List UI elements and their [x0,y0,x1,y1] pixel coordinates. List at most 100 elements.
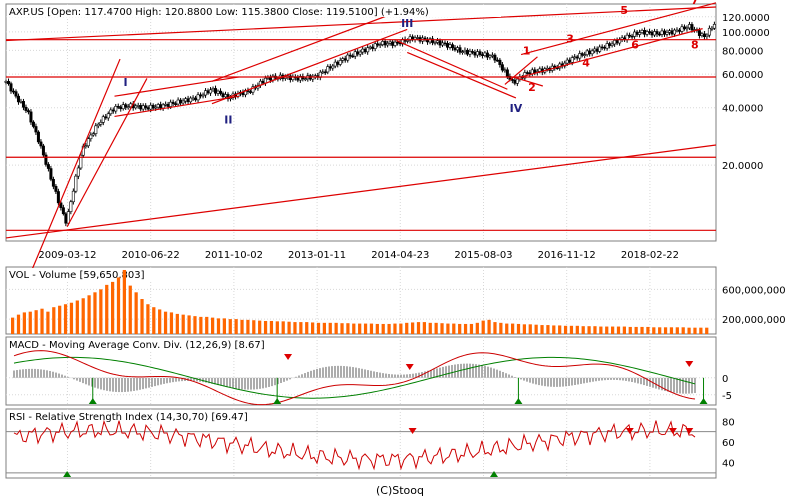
candle-body [31,121,35,127]
volume-bar [211,317,215,334]
candle-body [528,72,532,75]
panel-title-bg [7,338,306,350]
volume-bar [328,322,332,334]
volume-bar [646,326,650,334]
candle-body [331,65,335,69]
candle-body [321,71,325,74]
candle-body [653,31,657,36]
x-tick-label: 2010-06-22 [122,250,180,261]
candle-body [169,101,173,107]
footer-credit: (C)Stooq [375,484,424,497]
volume-bar [540,325,544,334]
macd-buy-marker [88,398,97,404]
wave-label-number: 7 [691,0,699,7]
candle-body [41,145,45,156]
candle-body [51,178,55,187]
candle-body [343,58,347,61]
candle-body [181,100,185,104]
candle-body [134,105,138,109]
candle-body [568,59,572,63]
trendline [504,56,538,85]
volume-bar [81,298,85,334]
volume-bar [546,325,550,334]
wave-label-number: 1 [523,45,531,58]
candle-body [44,154,48,165]
volume-bar [528,324,532,334]
candle-body [603,46,607,49]
candle-body [595,48,599,52]
panel-title: AXP.US [Open: 117.4700 High: 120.8800 Lo… [9,7,429,18]
candle-body [585,50,589,55]
trendline [27,58,121,281]
y-tick-label: 20.0000 [722,161,763,172]
candle-body [515,78,519,84]
candle-body [333,61,337,67]
candle-body [176,99,180,105]
candle-body [615,40,619,44]
candle-body [9,83,13,92]
volume-bar [669,327,674,334]
candle-body [36,131,40,143]
volume-bar [381,323,385,334]
volume-bar [52,307,56,334]
volume-bar [487,319,491,334]
candle-body [263,77,267,84]
candle-body [211,88,215,91]
candle-body [670,30,674,35]
candle-body [433,42,437,44]
wave-label-number: 6 [631,38,639,51]
candle-body [206,90,210,94]
volume-bar [387,323,391,334]
candle-body [605,43,609,49]
candle-body [406,40,410,42]
candle-body [630,35,634,38]
candle-body [643,30,647,35]
candle-body [463,49,467,52]
candle-body [438,40,442,46]
candle-body [538,68,542,72]
candle-body [39,141,43,147]
candle-body [59,202,63,208]
volume-bar [299,322,303,334]
candle-body [186,98,190,103]
candle-body [14,91,18,97]
candle-body [69,201,73,212]
candle-body [473,51,477,56]
candle-body [675,29,679,32]
candle-body [648,31,652,33]
candle-body [570,57,574,63]
candle-body [485,52,489,58]
candle-body [667,30,671,33]
candle-body [580,53,584,56]
candle-body [11,90,15,93]
volume-bar [463,323,468,334]
wave-label-number: 8 [691,38,699,51]
panel-title: RSI - Relative Strength Index (14,30,70)… [9,412,248,423]
candle-body [705,34,709,37]
candle-body [578,53,582,59]
candle-body [29,111,33,123]
candle-body [391,41,395,46]
candle-body [151,104,155,109]
candle-body [66,211,70,224]
volume-bar [158,309,162,334]
panel-title-bg [7,410,300,422]
volume-bar [252,320,256,334]
candle-body [490,54,494,57]
volume-bar [340,323,344,334]
candle-body [685,27,689,30]
candle-body [139,105,143,110]
candle-body [154,106,158,109]
candle-body [480,54,484,56]
candle-body [495,59,499,62]
candle-body [111,109,115,112]
volume-bar [663,327,668,334]
candle-body [431,38,435,43]
volume-bar [193,316,197,334]
volume-bar [605,326,609,334]
macd-signal-line [13,356,696,399]
candle-body [268,77,272,81]
candle-body [104,116,108,119]
trendline [66,78,148,228]
